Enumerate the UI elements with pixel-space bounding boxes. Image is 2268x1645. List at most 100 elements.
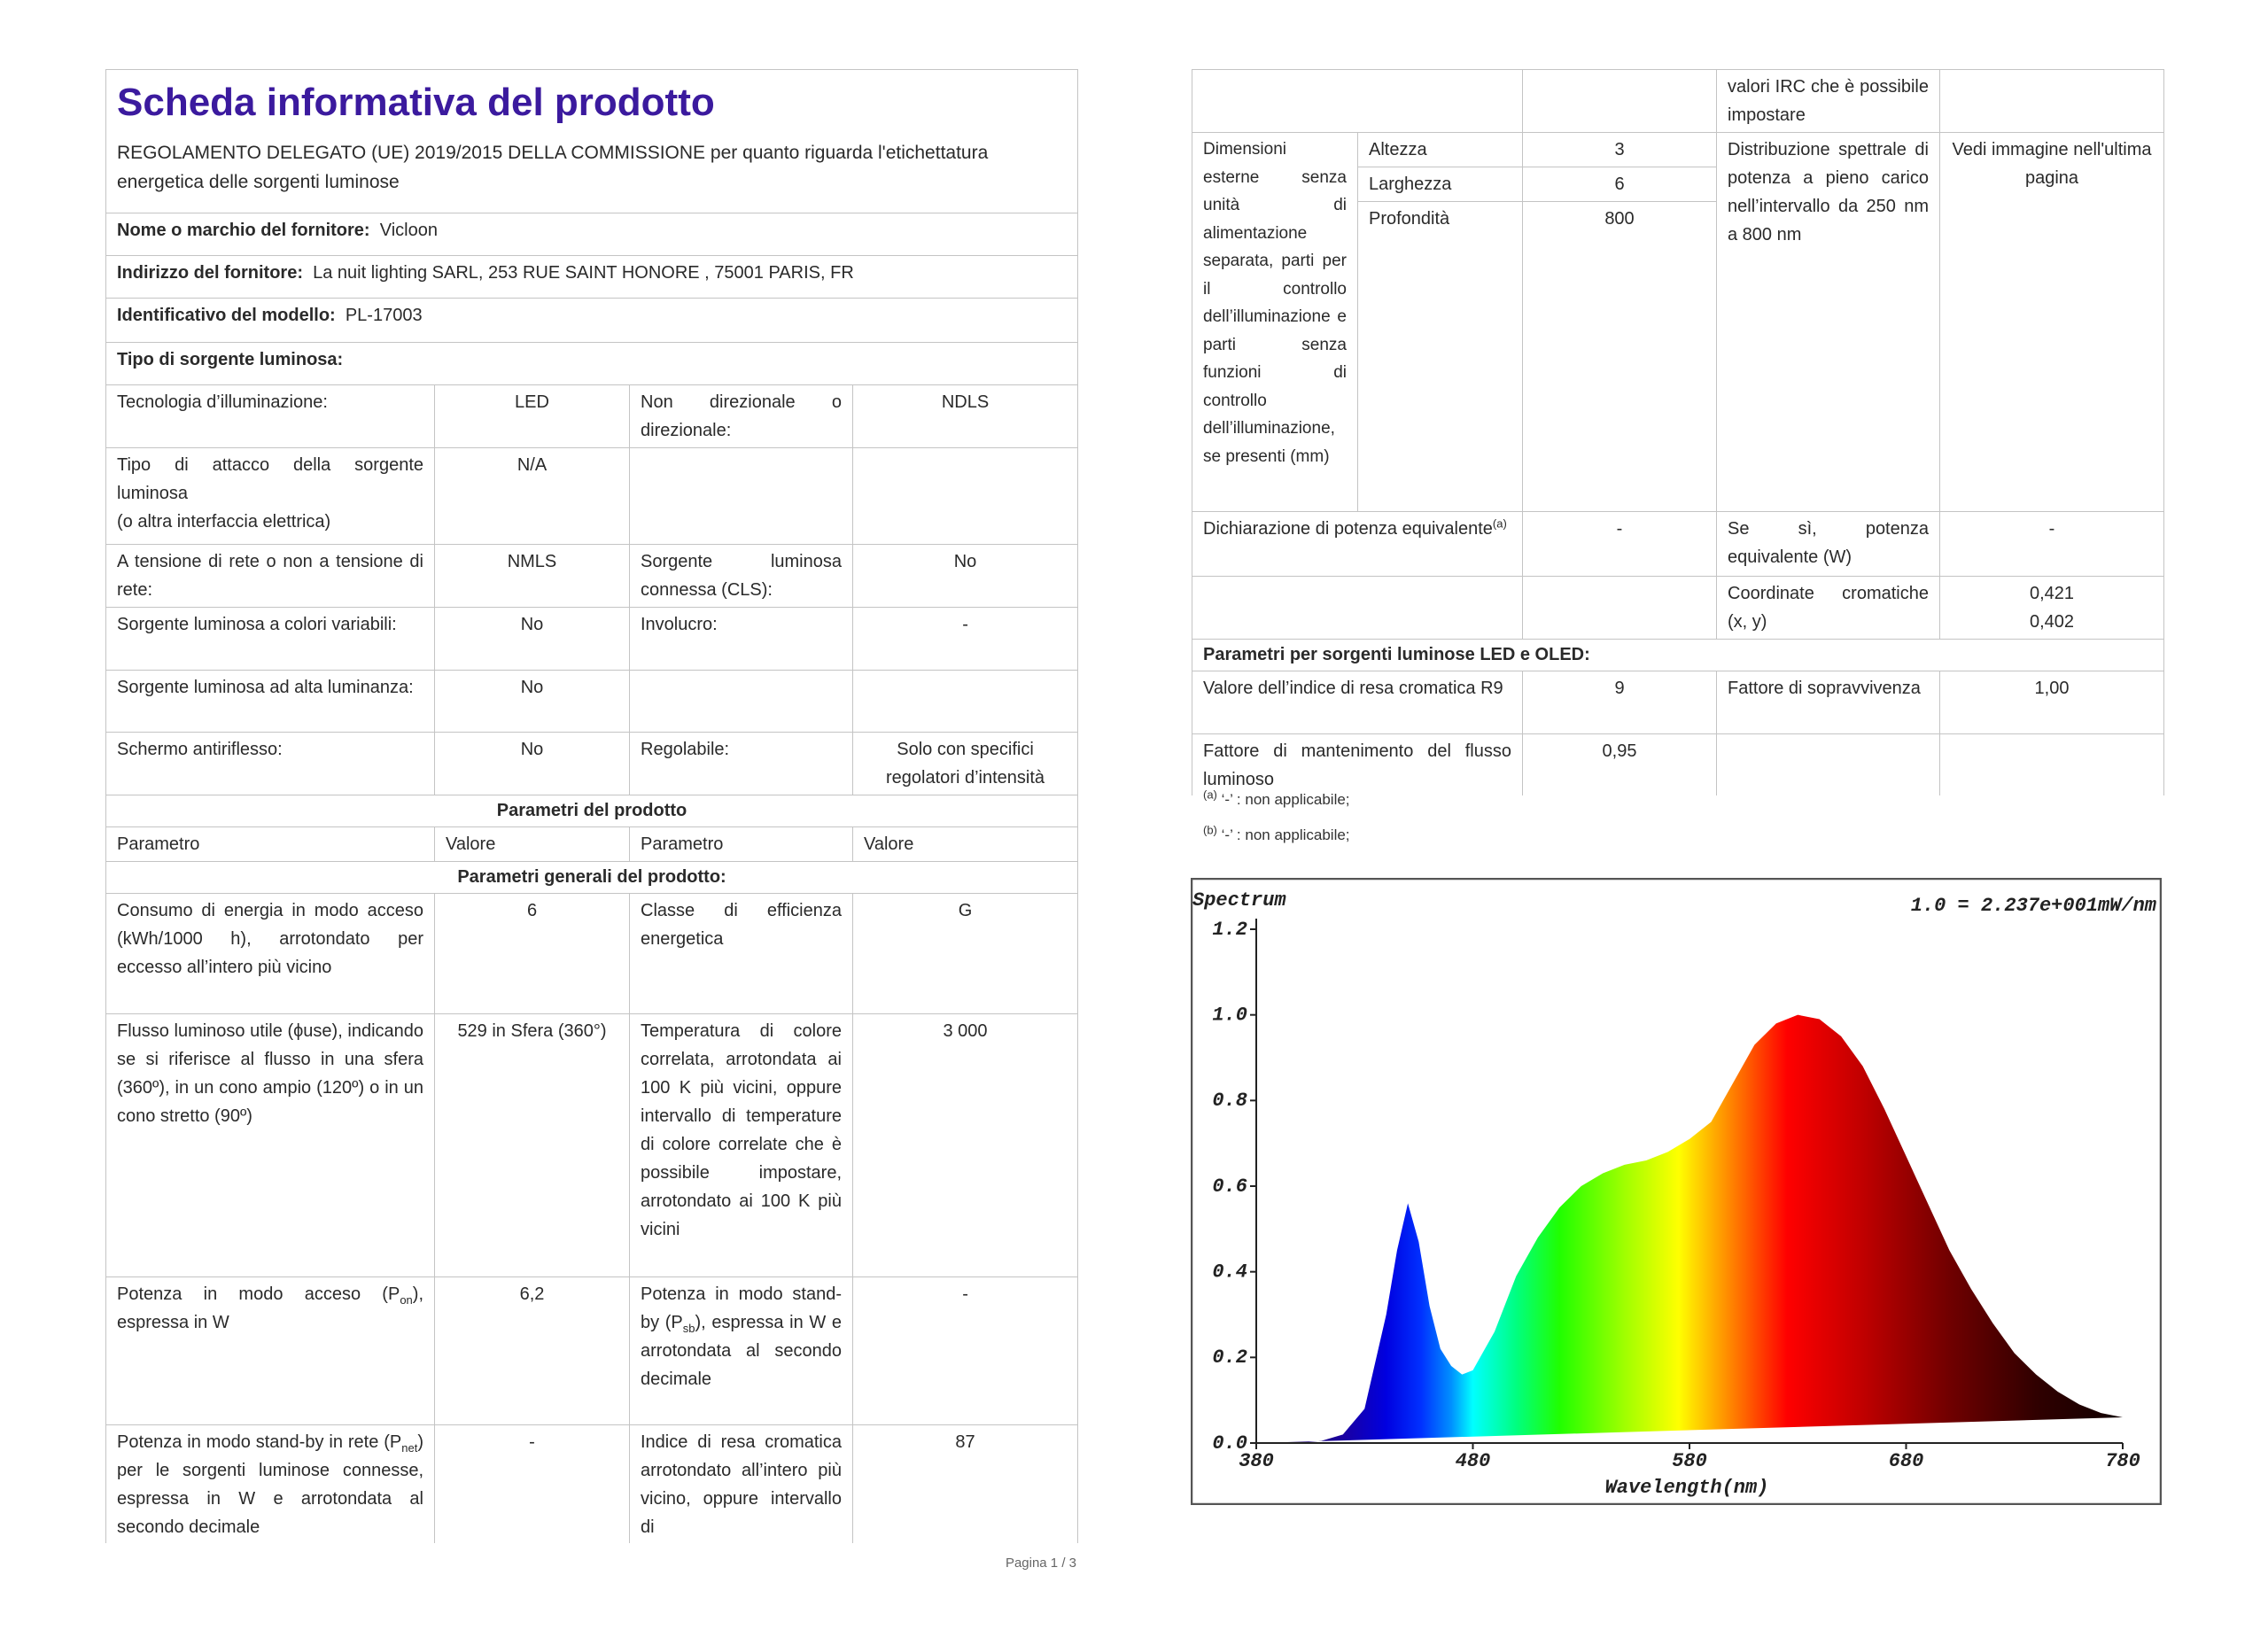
product-table: Scheda informativa del prodotto REGOLAMEN… — [105, 69, 1078, 1543]
chart-title: Spectrum — [1192, 889, 1286, 912]
layout-tr: Flusso luminoso utile (ϕuse), indicando … — [105, 1013, 1078, 1277]
param-label: Potenza in modo acceso (Pon), espressa i… — [105, 1276, 435, 1425]
field-label: Indirizzo del fornitore: — [117, 263, 303, 283]
spectrum-chart: Spectrum 1.0 = 2.237e+001mW/nm Wavelengt… — [1191, 878, 2162, 1505]
footnote: (b) ‘-’ : non applicabile; — [1203, 824, 1350, 844]
param-label: Se sì, potenza equivalente (W) — [1716, 511, 1940, 577]
supplier-cell: Nome o marchio del fornitore: Vicloon — [105, 213, 1078, 256]
layout-tbody: valori IRC che è possibile impostare Dim… — [1192, 69, 2164, 795]
layout-tr: Scheda informativa del prodotto REGOLAMEN… — [105, 69, 1078, 213]
layout-tr: Potenza in modo stand-by in rete (Pnet) … — [105, 1424, 1078, 1543]
param-value: 0,95 — [1522, 733, 1717, 795]
text-run: ) per le sorgenti luminose connesse, esp… — [117, 1432, 423, 1537]
section-heading: Tipo di sorgente luminosa: — [105, 342, 1078, 385]
page-2: valori IRC che è possibile impostare Dim… — [1192, 69, 2164, 795]
layout-tr: Schermo antiriflesso: No Regolabile: Solo c… — [105, 732, 1078, 795]
column-header: Valore — [851, 826, 1078, 862]
dimension-value: 6 — [1522, 167, 1717, 202]
spectrum-area — [1256, 1014, 2123, 1443]
subscript: net — [401, 1441, 418, 1455]
param-label: Consumo di energia in modo acceso (kWh/1… — [105, 893, 435, 1014]
layout-tr: Parametri del prodotto — [105, 795, 1078, 827]
x-axis-label: Wavelength(nm) — [1605, 1477, 1769, 1499]
param-label: Sorgente luminosa a colori variabili: — [105, 607, 435, 671]
field-label: Nome o marchio del fornitore: — [117, 221, 370, 240]
column-header: Parametro — [105, 826, 435, 862]
layout-tr: A tensione di rete o non a tensione di r… — [105, 544, 1078, 608]
superscript: (a) — [1492, 516, 1507, 531]
coordinate: 0,421 — [2029, 584, 2075, 603]
param-value: LED — [434, 384, 630, 448]
y-tick-label: 0.8 — [1212, 1090, 1247, 1112]
layout-tr: Fattore di mantenimento del flusso lumin… — [1192, 733, 2164, 795]
param-value: 3 000 — [851, 1013, 1078, 1277]
dimension-label: Larghezza — [1357, 167, 1523, 202]
param-value: No — [434, 607, 630, 671]
param-value: No — [434, 732, 630, 795]
column-header: Valore — [434, 826, 630, 862]
param-label: Tipo di attacco della sorgente luminosa (… — [105, 447, 435, 545]
layout-tr: Identificativo del modello: PL-17003 — [105, 298, 1078, 343]
param-value: NMLS — [434, 544, 630, 608]
empty-cell — [1716, 733, 1940, 795]
layout-tr: Dichiarazione di potenza equivalente(a) -… — [1192, 511, 2164, 577]
dimension-value: 3 — [1522, 132, 1717, 167]
section-heading: Parametri per sorgenti luminose LED e OL… — [1192, 639, 2164, 671]
layout-tr: Larghezza 6 — [1192, 167, 2164, 202]
layout-tr: Tecnologia d’illuminazione: LED Non direzi… — [105, 384, 1078, 448]
field-label: Identificativo del modello: — [117, 306, 336, 325]
layout-tr: Coordinate cromatiche (x, y) 0,421 0,402 — [1192, 576, 2164, 640]
param-label: Schermo antiriflesso: — [105, 732, 435, 795]
dimension-label: Profondità — [1357, 201, 1523, 512]
param-label: Tecnologia d’illuminazione: — [105, 384, 435, 448]
layout-tr: Dimensioni esterne senza unità di alimen… — [1192, 132, 2164, 512]
param-label: Flusso luminoso utile (ϕuse), indicando … — [105, 1013, 435, 1277]
subscript: on — [400, 1293, 413, 1307]
y-tick-label: 0.6 — [1212, 1176, 1247, 1198]
param-label: Coordinate cromatiche (x, y) — [1716, 576, 1940, 640]
y-tick-label: 1.0 — [1212, 1004, 1247, 1026]
param-label: Fattore di mantenimento del flusso lumin… — [1192, 733, 1523, 795]
field-value: La nuit lighting SARL, 253 RUE SAINT HON… — [313, 263, 854, 283]
layout-tr: Profondità 800 — [1192, 201, 2164, 512]
annotation: 1.0 = 2.237e+001mW/nm — [1911, 895, 2157, 917]
text-run: Potenza in modo stand-by (P — [641, 1284, 842, 1332]
dimension-label: Altezza — [1357, 132, 1523, 167]
y-tick-label: 0.2 — [1212, 1346, 1247, 1369]
layout-tr: Parametri generali del prodotto: — [105, 861, 1078, 894]
param-value: 6,2 — [434, 1276, 630, 1425]
text-run: Potenza in modo stand-by in rete (P — [117, 1432, 402, 1452]
param-label: Indice di resa cromatica arrotondato all… — [629, 1424, 853, 1543]
param-label: Classe di efficienza energetica — [629, 893, 853, 1014]
param-label: Regolabile: — [629, 732, 853, 795]
field-value: PL-17003 — [345, 306, 423, 325]
coordinate: 0,402 — [2029, 612, 2075, 632]
layout-tr: Potenza in modo acceso (Pon), espressa i… — [105, 1276, 1078, 1425]
param-value: 9 — [1522, 671, 1717, 734]
empty-cell — [1939, 733, 2164, 795]
x-tick-label: 380 — [1239, 1450, 1274, 1472]
empty-cell — [1192, 69, 1523, 133]
layout-b: Tipo di sorgente luminosa: — [117, 350, 344, 369]
param-value: 0,421 0,402 — [1939, 576, 2164, 640]
text-run: ), espressa in W e arrotondata al second… — [641, 1313, 842, 1389]
section-heading: Parametri generali del prodotto: — [105, 861, 1078, 894]
footnote: (a) ‘-’ : non applicabile; — [1203, 788, 1350, 809]
header-cell: Scheda informativa del prodotto REGOLAMEN… — [105, 69, 1078, 213]
layout-tr: Tipo di attacco della sorgente luminosa (… — [105, 447, 1078, 545]
param-value: 529 in Sfera (360°) — [434, 1013, 630, 1277]
param-label: Non direzionale o direzionale: — [629, 384, 853, 448]
page-number: Pagina 1 / 3 — [1005, 1556, 1076, 1571]
page-1: Scheda informativa del prodotto REGOLAMEN… — [105, 69, 1078, 1543]
empty-cell — [851, 447, 1078, 545]
param-label: Temperatura di colore correlata, arroton… — [629, 1013, 853, 1277]
layout-tr: Parametri per sorgenti luminose LED e OL… — [1192, 639, 2164, 671]
param-value: G — [851, 893, 1078, 1014]
param-value: No — [434, 670, 630, 733]
regulation: REGOLAMENTO DELEGATO (UE) 2019/2015 DELL… — [117, 143, 989, 192]
param-value: NDLS — [851, 384, 1078, 448]
section-heading: Parametri del prodotto — [105, 795, 1078, 827]
param-label: valori IRC che è possibile impostare — [1716, 69, 1940, 133]
y-tick-label: 1.2 — [1212, 919, 1247, 941]
param-value: N/A — [434, 447, 630, 545]
